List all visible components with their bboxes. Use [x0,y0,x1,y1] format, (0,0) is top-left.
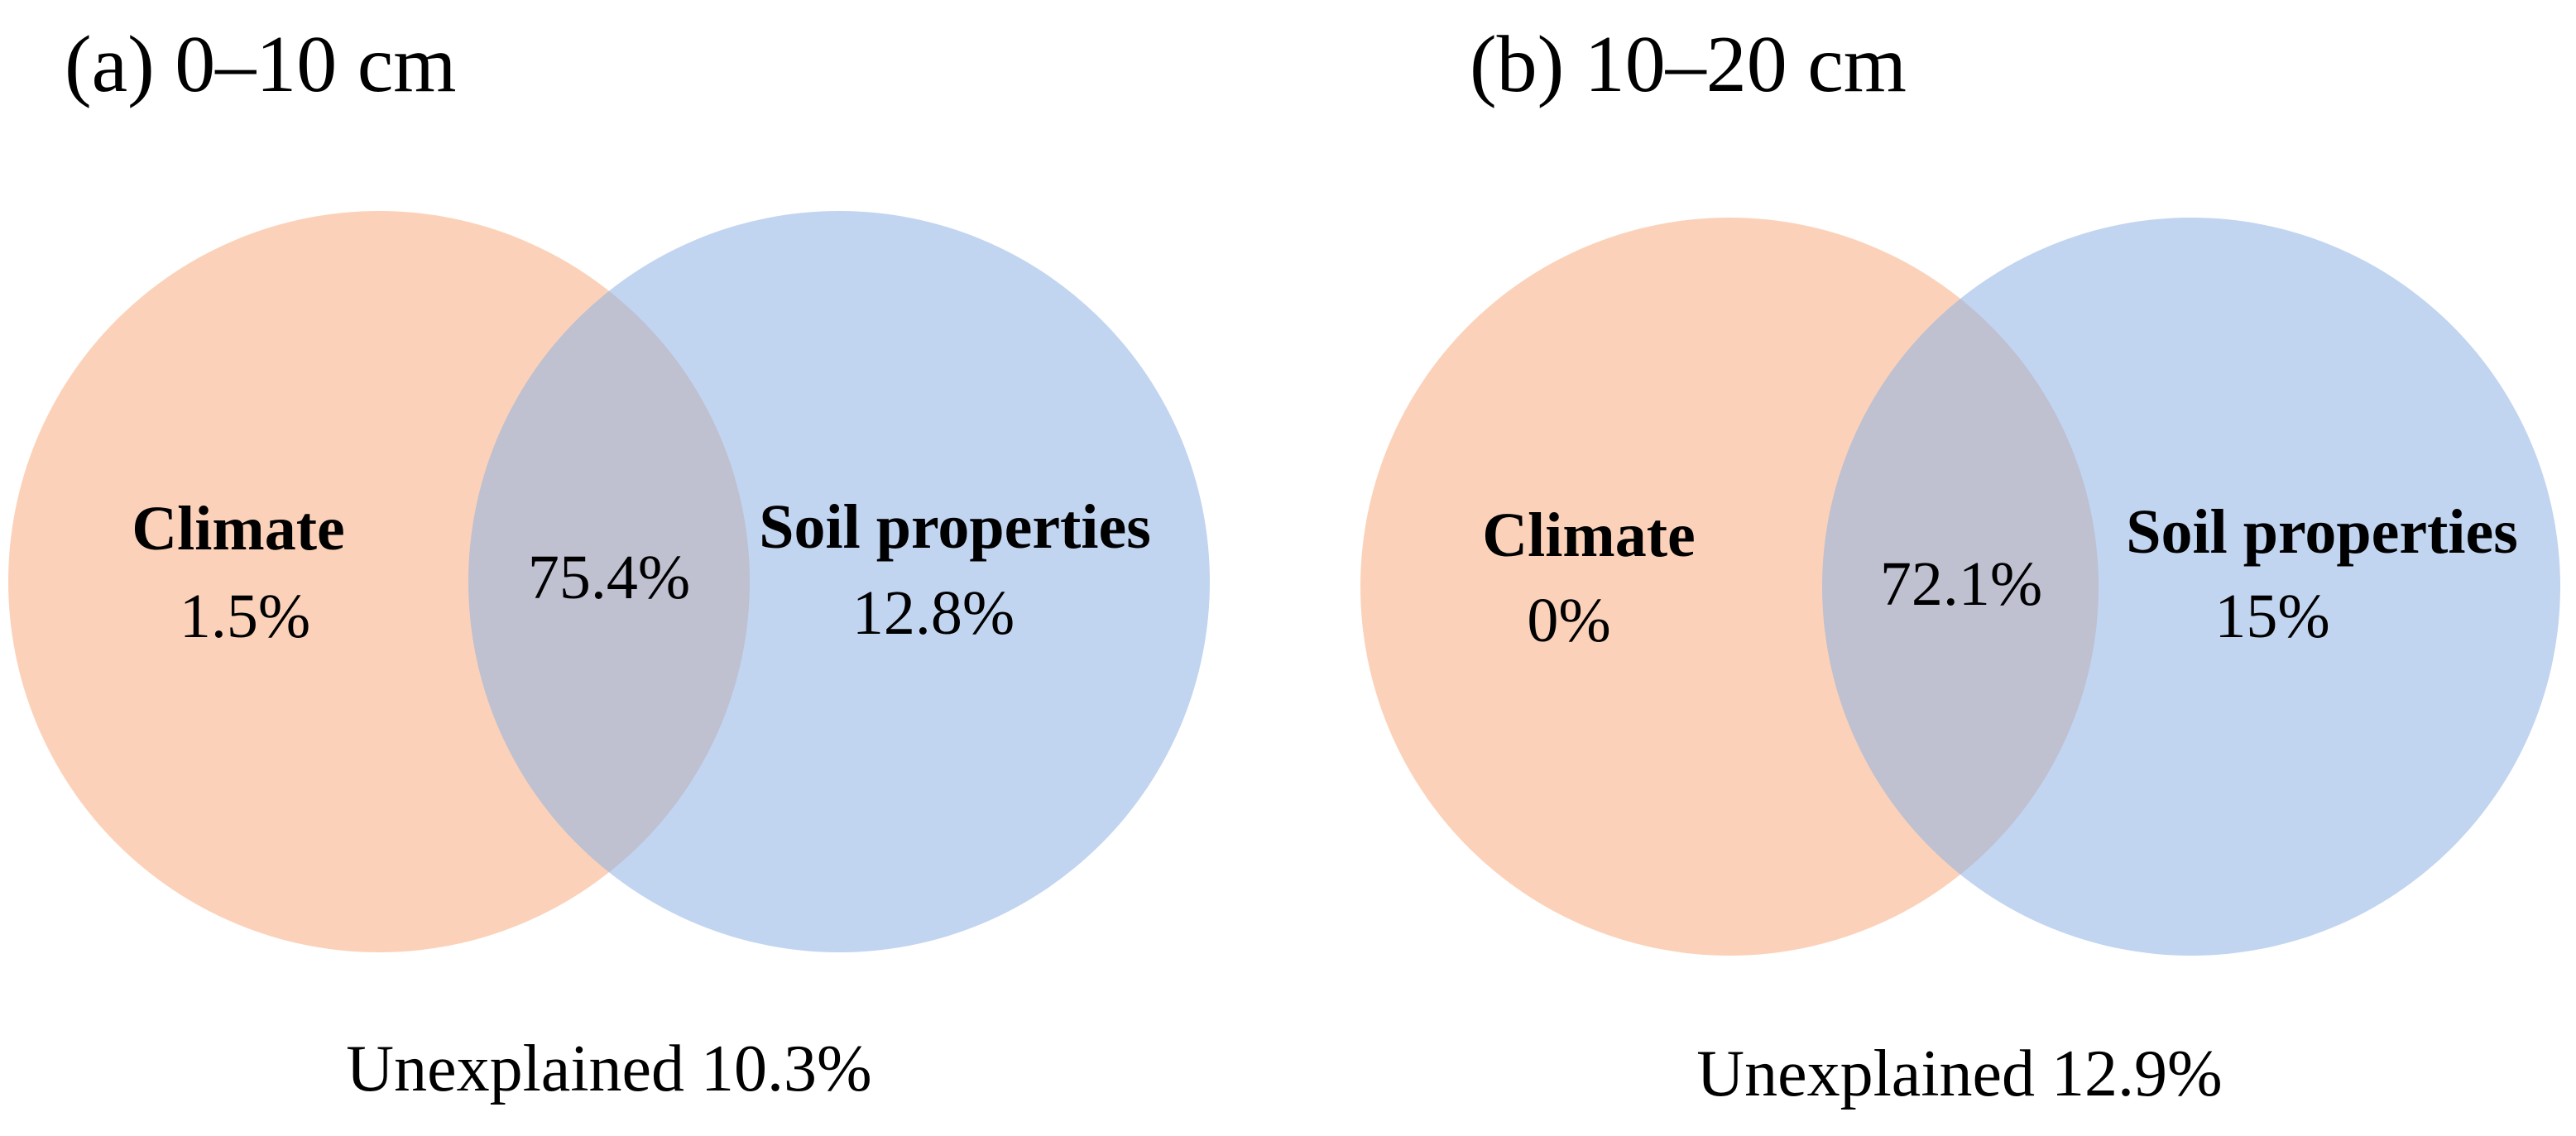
panel-a-soil-value: 12.8% [852,578,1015,648]
panel-b-unexplained: Unexplained 12.9% [1696,1038,2222,1110]
panel-b-climate-value: 0% [1527,586,1610,655]
panel-a: (a) 0–10 cm Climate 1.5% 75.4% Soil prop… [8,20,1210,1105]
panel-a-soil-circle [468,211,1210,952]
panel-a-climate-value: 1.5% [180,582,310,651]
panel-a-unexplained: Unexplained 10.3% [346,1033,871,1105]
panel-a-soil-label: Soil properties [759,492,1151,562]
panel-a-title: (a) 0–10 cm [65,20,457,109]
panel-b-soil-label: Soil properties [2126,497,2518,567]
panel-b-title: (b) 10–20 cm [1470,20,1907,109]
panel-b-soil-value: 15% [2214,582,2329,651]
panel-b: (b) 10–20 cm Climate 0% 72.1% Soil prope… [1360,20,2560,1110]
panel-a-climate-label: Climate [132,494,344,563]
panel-a-shared-value: 75.4% [528,543,690,612]
panel-b-soil-circle [1822,218,2560,956]
panel-b-climate-label: Climate [1482,501,1695,570]
panel-b-shared-value: 72.1% [1880,549,2042,619]
